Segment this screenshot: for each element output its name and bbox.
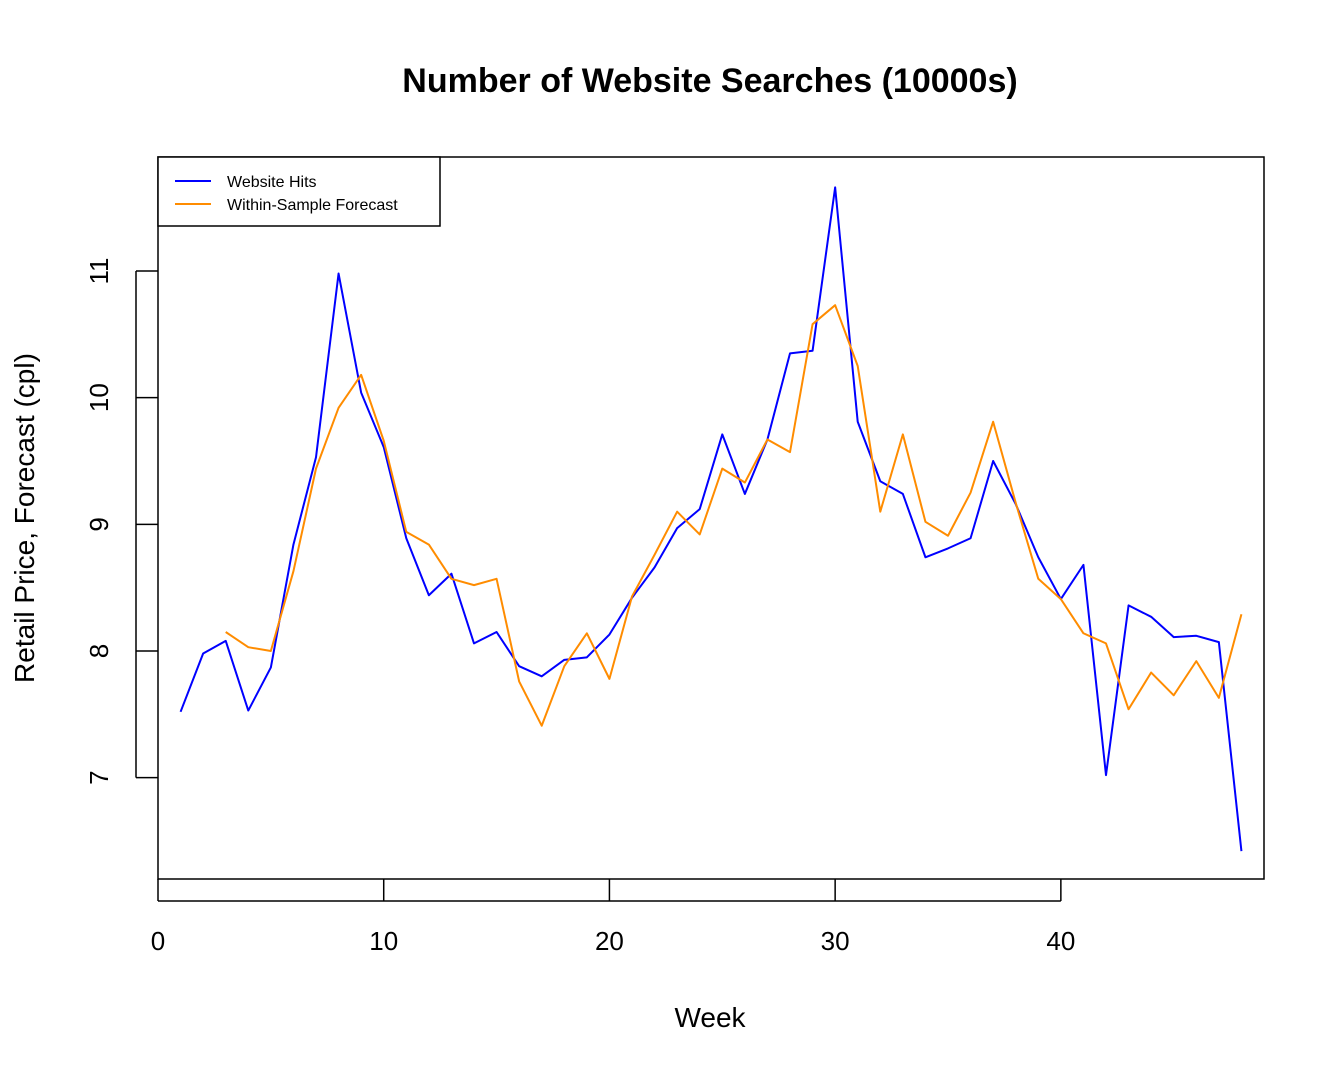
y-tick-label: 11 <box>84 258 114 285</box>
x-tick-label: 0 <box>151 926 165 956</box>
legend-label-website-hits: Website Hits <box>227 174 317 191</box>
x-tick-label: 10 <box>369 926 398 956</box>
legend-label-forecast: Within-Sample Forecast <box>227 197 398 214</box>
series-line-website-hits <box>179 186 1243 852</box>
chart-title: Number of Website Searches (10000s) <box>402 62 1017 100</box>
legend-box <box>157 156 441 227</box>
x-tick-label: 20 <box>595 926 624 956</box>
x-axis-label: Week <box>674 1002 746 1033</box>
series-layer <box>179 186 1243 852</box>
y-tick-label: 8 <box>84 644 114 658</box>
y-axis-label: Retail Price, Forecast (cpl) <box>9 353 40 683</box>
series-line-forecast <box>225 304 1243 727</box>
y-tick-label: 9 <box>84 517 114 531</box>
x-tick-label: 40 <box>1046 926 1075 956</box>
x-axis: 0 10 20 30 40 <box>151 879 1075 956</box>
y-axis: 7 8 9 10 11 <box>84 258 158 785</box>
y-tick-label: 10 <box>84 383 114 412</box>
x-tick-label: 30 <box>821 926 850 956</box>
y-tick-label: 7 <box>84 770 114 784</box>
legend: Website Hits Within-Sample Forecast <box>157 156 441 227</box>
plot-frame <box>157 156 1265 880</box>
